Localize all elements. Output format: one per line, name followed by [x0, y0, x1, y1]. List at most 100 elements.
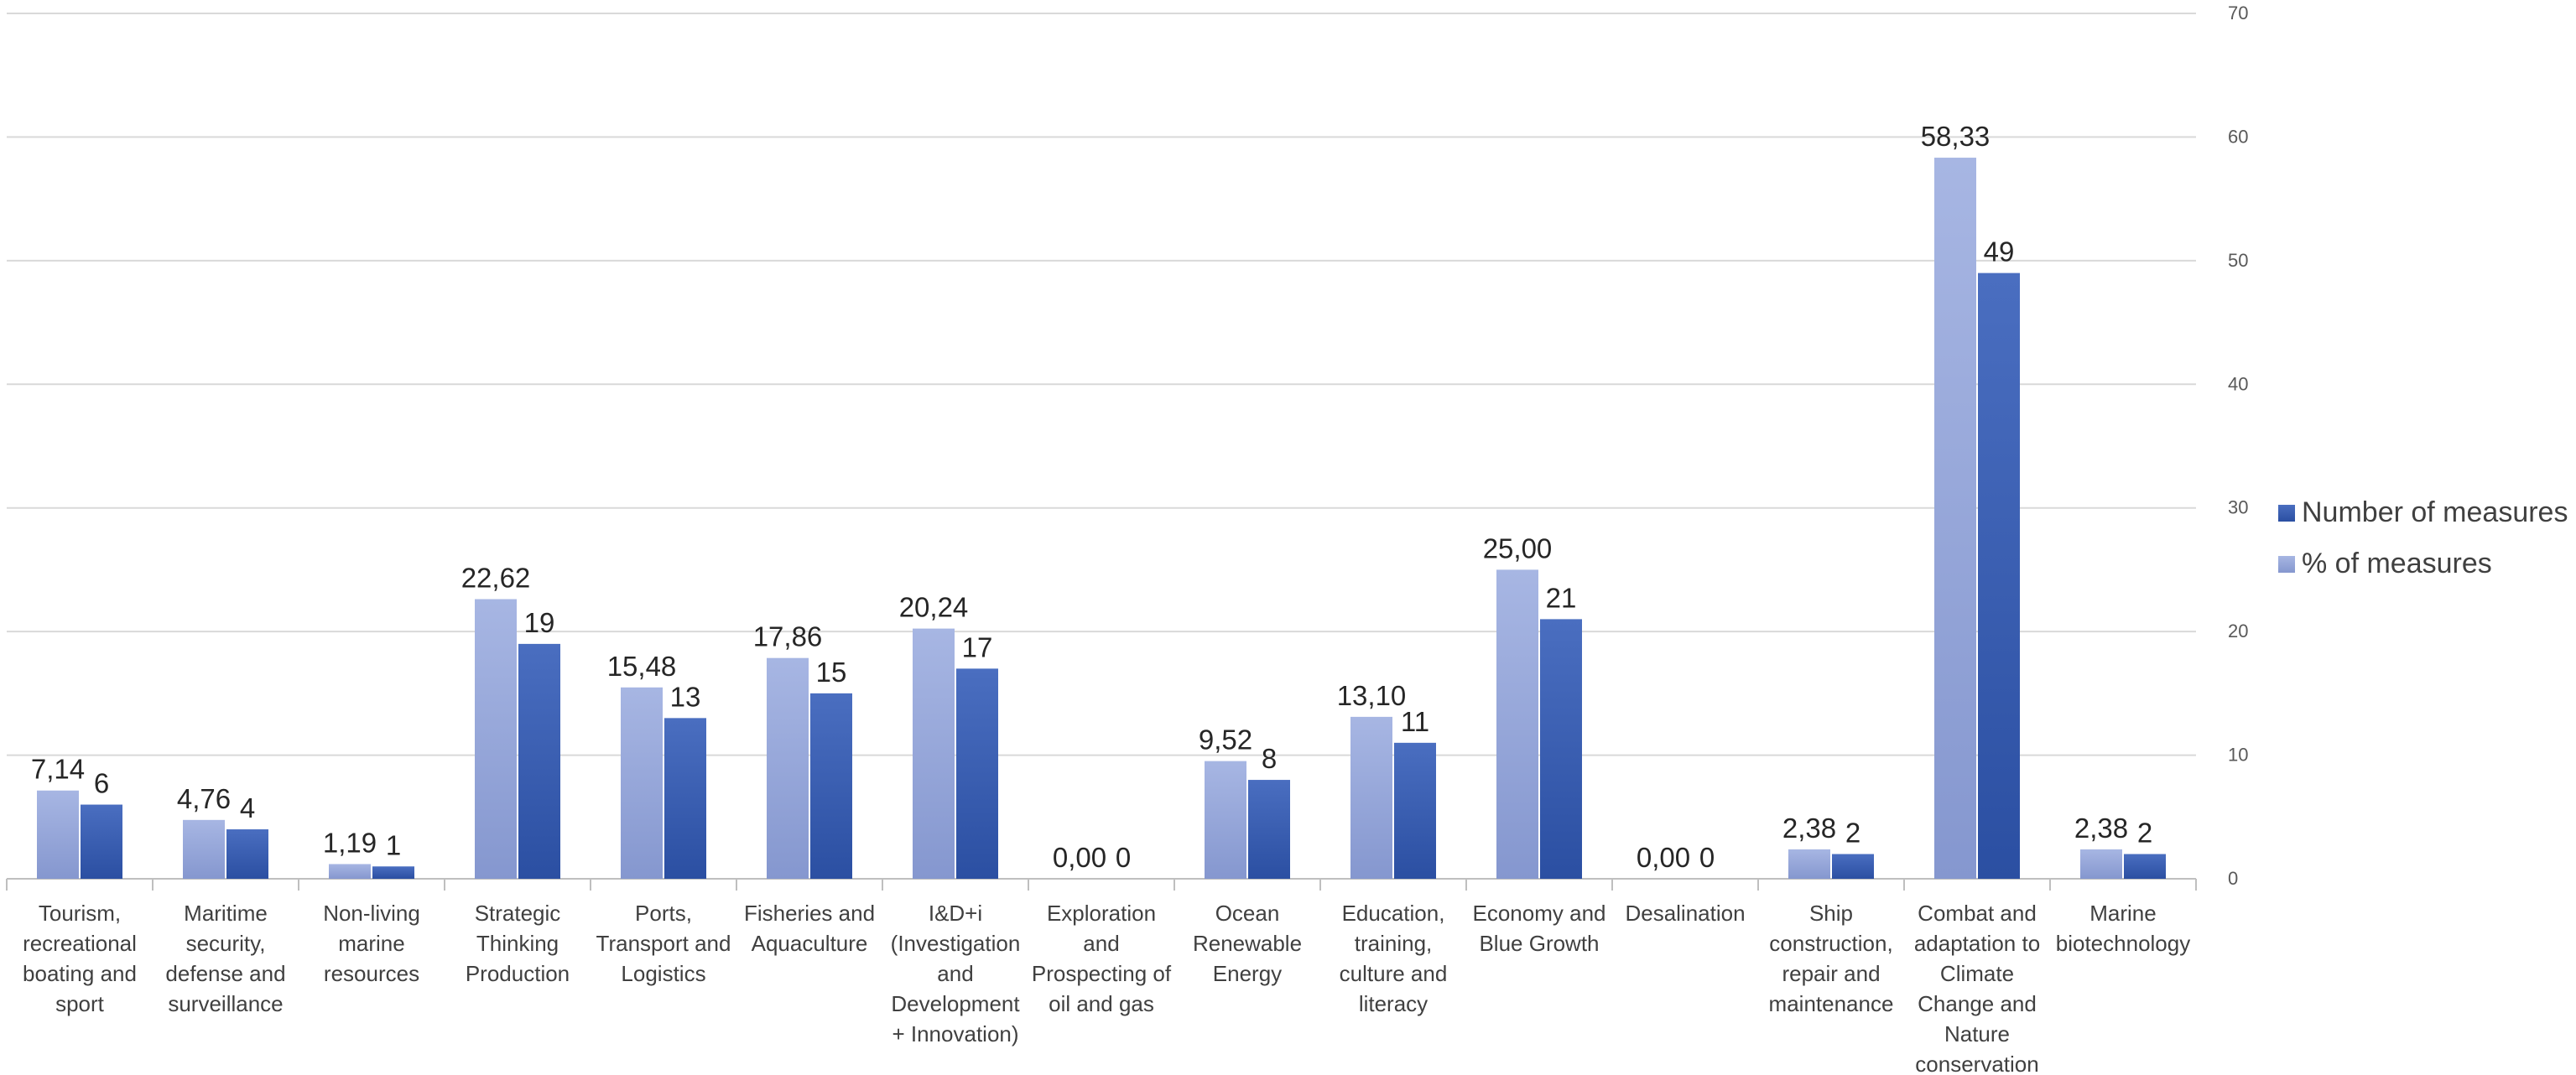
category-label: construction,: [1769, 931, 1892, 956]
bar-percent-9: [1350, 716, 1392, 879]
category-label: Renewable: [1193, 931, 1302, 956]
category-label: Thinking: [476, 931, 559, 956]
category-label: resources: [324, 961, 419, 986]
data-label-percent-12: 2,38: [1782, 813, 1836, 844]
category-label: Blue Growth: [1479, 931, 1599, 956]
data-label-number-9: 11: [1401, 706, 1429, 737]
legend-swatch-1: [2278, 556, 2295, 573]
bar-number-8: [1248, 780, 1290, 879]
data-label-percent-11: 0,00: [1637, 842, 1690, 873]
bar-percent-6: [913, 628, 955, 879]
category-label: Ocean: [1215, 901, 1280, 926]
category-label: Strategic: [475, 901, 561, 926]
data-label-number-14: 2: [2137, 818, 2152, 849]
legend-swatch-0: [2278, 505, 2295, 522]
data-label-number-7: 0: [1116, 842, 1131, 873]
bar-percent-3: [475, 599, 517, 879]
data-label-percent-3: 22,62: [461, 563, 531, 594]
y-tick-label: 20: [2228, 621, 2248, 641]
legend-label-0: Number of measures: [2302, 496, 2568, 528]
category-label: Production: [466, 961, 570, 986]
category-labels: Tourism, recreational boating and sport Mari…: [23, 901, 2190, 1075]
y-axis-tick-labels: 0 10 20 30 40 50 60 70: [2228, 3, 2248, 889]
data-label-percent-2: 1,19: [323, 827, 377, 858]
data-label-percent-10: 25,00: [1483, 532, 1553, 563]
bar-number-14: [2124, 854, 2166, 879]
bar-percent-0: [37, 790, 79, 879]
y-tick-label: 40: [2228, 373, 2248, 394]
data-label-number-5: 15: [816, 657, 847, 688]
category-label: Desalination: [1625, 901, 1745, 926]
category-label: Nature: [1944, 1021, 2010, 1046]
data-label-percent-7: 0,00: [1053, 842, 1106, 873]
category-label: Non-living: [323, 901, 420, 926]
y-tick-label: 70: [2228, 3, 2248, 23]
bar-number-1: [226, 829, 268, 879]
y-tick-label: 0: [2228, 868, 2238, 889]
category-label: Energy: [1213, 961, 1282, 986]
data-label-percent-8: 9,52: [1199, 724, 1252, 756]
data-label-percent-14: 2,38: [2074, 813, 2128, 844]
data-label-number-13: 49: [1984, 236, 2015, 267]
category-label: recreational: [23, 931, 137, 956]
category-label: training,: [1355, 931, 1433, 956]
bar-number-12: [1832, 854, 1874, 879]
category-label: Exploration: [1047, 901, 1156, 926]
bar-percent-5: [767, 657, 809, 879]
category-label: I&D+i: [929, 901, 982, 926]
legend: Number of measures % of measures: [2278, 496, 2568, 579]
data-label-number-12: 2: [1845, 818, 1860, 849]
category-label: + Innovation): [892, 1021, 1018, 1046]
bar-number-6: [956, 668, 998, 879]
bar-percent-8: [1205, 761, 1246, 879]
category-label: Economy and: [1473, 901, 1606, 926]
y-tick-label: 60: [2228, 126, 2248, 147]
category-label: conservation: [1915, 1052, 2038, 1075]
bar-percent-13: [1934, 158, 1976, 880]
category-label: sport: [55, 991, 105, 1016]
data-label-percent-0: 7,14: [31, 754, 85, 785]
category-label: Maritime: [184, 901, 268, 926]
data-label-number-2: 1: [386, 829, 401, 860]
bar-number-10: [1540, 619, 1582, 879]
category-label: Transport and: [596, 931, 731, 956]
category-label: Ports,: [635, 901, 692, 926]
data-label-number-4: 13: [670, 681, 701, 712]
category-label: adaptation to: [1914, 931, 2040, 956]
category-label: oil and gas: [1049, 991, 1154, 1016]
category-label: surveillance: [168, 991, 283, 1016]
category-label: security,: [186, 931, 266, 956]
data-label-number-3: 19: [524, 607, 555, 638]
category-label: Development: [891, 991, 1020, 1016]
category-label: and: [937, 961, 973, 986]
category-label: marine: [338, 931, 404, 956]
data-label-percent-6: 20,24: [899, 592, 969, 623]
category-label: culture and: [1340, 961, 1448, 986]
category-label: Prospecting of: [1032, 961, 1172, 986]
data-label-number-8: 8: [1262, 743, 1277, 774]
category-label: Education,: [1342, 901, 1445, 926]
bars: [37, 158, 2166, 880]
category-label: and: [1083, 931, 1119, 956]
bar-number-4: [664, 718, 706, 879]
bar-percent-2: [329, 864, 371, 879]
bar-number-13: [1978, 273, 2020, 880]
category-label: maintenance: [1769, 991, 1894, 1016]
category-label: Logistics: [621, 961, 705, 986]
category-label: Combat and: [1918, 901, 2037, 926]
bar-percent-1: [183, 819, 225, 879]
data-label-percent-9: 13,10: [1337, 680, 1407, 711]
bar-percent-14: [2080, 849, 2122, 879]
gridlines: [6, 13, 2197, 891]
bar-number-2: [372, 866, 414, 879]
category-label: Climate: [1940, 961, 2014, 986]
data-label-percent-4: 15,48: [607, 651, 677, 682]
category-label: Change and: [1918, 991, 2037, 1016]
category-label: biotechnology: [2056, 931, 2190, 956]
bar-percent-4: [621, 687, 663, 879]
category-label: Aquaculture: [752, 931, 868, 956]
data-label-number-10: 21: [1546, 582, 1577, 613]
category-label: literacy: [1359, 991, 1428, 1016]
